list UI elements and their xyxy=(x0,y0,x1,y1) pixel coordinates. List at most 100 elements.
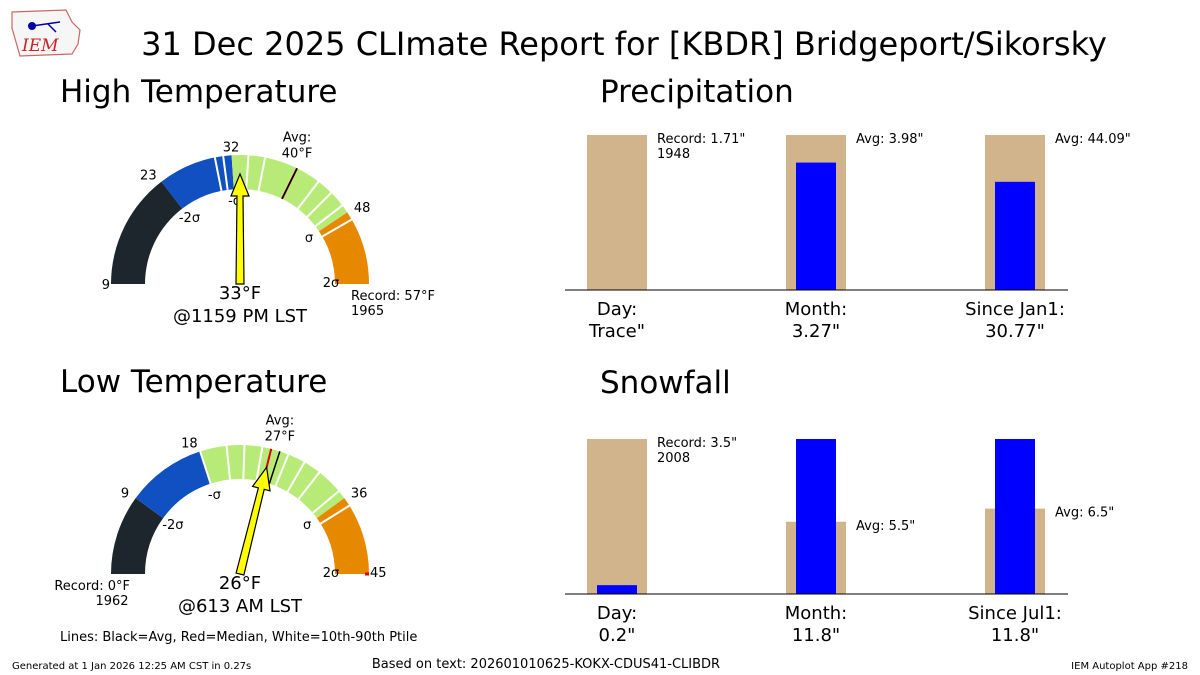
sigma-label-3: 2σ xyxy=(323,566,340,581)
gauge-title-low: Low Temperature xyxy=(60,364,327,400)
logo-text: IEM xyxy=(21,36,59,56)
avg-value: 40°F xyxy=(282,146,313,161)
tick-label-3: 45 xyxy=(370,566,387,581)
avg-label: Avg: xyxy=(266,413,294,428)
category-label-2: Since Jan1: xyxy=(965,299,1065,320)
percentile-line-8 xyxy=(320,504,350,525)
record-label: Record: 57°F xyxy=(351,289,435,304)
gauge-title-high: High Temperature xyxy=(60,74,337,110)
footer-app-id: IEM Autoplot App #218 xyxy=(1071,661,1188,672)
record-year: 1965 xyxy=(351,304,384,319)
avg-label: Avg: xyxy=(283,130,311,145)
gauge-band-2 xyxy=(200,445,345,519)
footer-source-text: Based on text: 202601010625-KOKX-CDUS41-… xyxy=(372,657,720,672)
category-value-1: 3.27" xyxy=(792,321,840,342)
tick-label-2: 36 xyxy=(351,486,368,501)
percentile-line-1 xyxy=(222,155,229,190)
bar-note-0: Record: 1.71" xyxy=(657,132,745,147)
avg-value: 27°F xyxy=(265,429,296,444)
gauge-needle xyxy=(235,465,271,576)
observed-bar-1 xyxy=(796,439,836,594)
percentile-line-6 xyxy=(297,471,321,500)
category-value-1: 11.8" xyxy=(792,625,840,646)
category-value-2: 11.8" xyxy=(991,625,1039,646)
sigma-label-0: -2σ xyxy=(179,211,200,226)
avg-bar-0 xyxy=(587,135,647,290)
tick-label-0: 9 xyxy=(102,278,110,293)
page-title: 31 Dec 2025 CLImate Report for [KBDR] Br… xyxy=(141,25,1107,63)
avg-bar-0 xyxy=(587,439,647,594)
gauge-low-temperature: 9 18 36 45 -2σ -σ σ 2σ Avg:27°F 26°F@613 AM LST Re… xyxy=(54,413,386,617)
wind-barb-icon-2 xyxy=(47,23,57,33)
category-value-0: Trace" xyxy=(588,321,645,342)
percentile-line-3 xyxy=(257,157,267,192)
station-icon xyxy=(28,22,36,30)
lines-legend-note: Lines: Black=Avg, Red=Median, White=10th… xyxy=(60,630,417,645)
gauge-band-0 xyxy=(111,498,164,574)
percentile-line-8 xyxy=(321,218,353,238)
record-label: Record: 0°F xyxy=(54,579,130,594)
percentile-line-6 xyxy=(306,192,332,218)
tick-label-2: 32 xyxy=(223,140,240,155)
percentile-line-2 xyxy=(242,445,246,480)
iem-logo: IEM xyxy=(11,9,81,57)
bar-title-precip: Precipitation xyxy=(600,74,794,110)
gauge-band-2 xyxy=(231,155,348,232)
category-label-0: Day: xyxy=(597,603,637,624)
gauge-band-1 xyxy=(135,451,211,519)
gauge-band-1 xyxy=(161,155,234,209)
observed-value: 33°F xyxy=(219,283,261,304)
sigma-label-2: σ xyxy=(303,518,311,533)
bar-title-snow: Snowfall xyxy=(600,365,731,401)
percentile-line-5 xyxy=(297,181,320,210)
iowa-outline-icon xyxy=(11,9,81,57)
observed-bar-2 xyxy=(995,181,1035,290)
bar-note-0: Record: 3.5" xyxy=(657,436,737,451)
bar-note-1: Avg: 5.5" xyxy=(856,519,915,534)
sigma-label-2: σ xyxy=(305,231,313,246)
percentile-line-0 xyxy=(199,451,212,484)
tick-label-1: 18 xyxy=(181,437,198,452)
percentile-line-5 xyxy=(286,461,306,493)
category-label-1: Month: xyxy=(785,299,847,320)
percentile-line-3 xyxy=(255,446,264,481)
category-label-2: Since Jul1: xyxy=(968,603,1062,624)
observed-value: 26°F xyxy=(219,573,261,594)
sigma-label-0: -2σ xyxy=(162,518,183,533)
tick-label-1: 23 xyxy=(140,168,157,183)
bar-note-year-0: 1948 xyxy=(657,147,690,162)
tick-label-0: 9 xyxy=(121,486,129,501)
gauge-needle xyxy=(230,172,250,285)
bar-note-2: Avg: 44.09" xyxy=(1055,132,1131,147)
wind-barb-icon xyxy=(31,21,61,27)
observed-time: @613 AM LST xyxy=(178,596,303,617)
observed-bar-1 xyxy=(796,162,836,290)
percentile-line-2 xyxy=(245,155,250,190)
observed-time: @1159 PM LST xyxy=(173,306,308,327)
tick-label-3: 48 xyxy=(354,201,371,216)
bar-chart-snowfall: Day:0.2"Record: 3.5"2008Month:11.8"Avg: … xyxy=(565,436,1114,646)
observed-bar-2 xyxy=(995,439,1035,594)
percentile-line-7 xyxy=(314,204,343,227)
bar-chart-precipitation: Day:Trace" Record: 1.71"1948 Month:3.27" Av… xyxy=(565,132,1131,342)
avg-line xyxy=(281,167,298,200)
category-label-1: Month: xyxy=(785,603,847,624)
bar-note-1: Avg: 3.98" xyxy=(856,132,924,147)
record-year: 1962 xyxy=(95,594,128,609)
gauge-band-0 xyxy=(111,181,183,284)
observed-bar-0 xyxy=(597,585,637,594)
footer-generated: Generated at 1 Jan 2026 12:25 AM CST in … xyxy=(12,661,251,672)
bar-note-2: Avg: 6.5" xyxy=(1055,506,1114,521)
category-value-0: 0.2" xyxy=(599,625,636,646)
percentile-line-1 xyxy=(225,445,232,480)
avg-line xyxy=(268,451,281,484)
category-label-0: Day: xyxy=(597,299,637,320)
sigma-label-1: -σ xyxy=(208,488,221,503)
bar-note-year-0: 2008 xyxy=(657,451,690,466)
category-value-2: 30.77" xyxy=(985,321,1045,342)
percentile-line-7 xyxy=(312,490,340,514)
percentile-line-4 xyxy=(274,454,290,487)
sigma-label-3: 2σ xyxy=(323,276,340,291)
